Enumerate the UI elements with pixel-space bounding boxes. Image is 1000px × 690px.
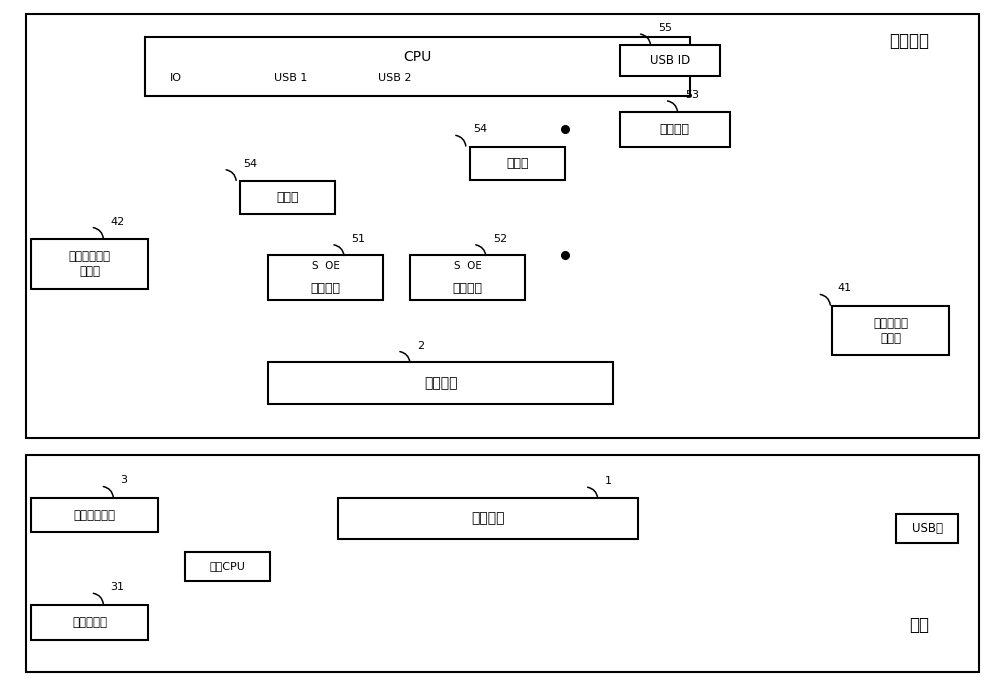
Text: 键盘CPU: 键盘CPU	[210, 561, 246, 571]
Text: 接口公座: 接口公座	[471, 511, 505, 526]
Text: 第二开关: 第二开关	[453, 282, 483, 295]
Bar	[26, 455, 979, 672]
Bar	[145, 37, 690, 96]
Text: 31: 31	[111, 582, 125, 592]
Text: 开合盖磁铁: 开合盖磁铁	[72, 616, 107, 629]
Text: S  OE: S OE	[454, 262, 481, 271]
Bar	[410, 255, 525, 300]
Bar	[338, 498, 638, 539]
Text: 接口母座: 接口母座	[424, 376, 457, 390]
Text: 2: 2	[417, 340, 424, 351]
Text: USB ID: USB ID	[650, 55, 690, 68]
Text: 反相器: 反相器	[506, 157, 529, 170]
Text: 54: 54	[473, 124, 487, 135]
Bar	[470, 147, 565, 179]
Text: 平板电脑: 平板电脑	[889, 32, 929, 50]
Text: 反插识别霍
尔开关: 反插识别霍 尔开关	[873, 317, 908, 344]
Bar	[31, 498, 158, 532]
Bar	[26, 14, 979, 438]
Bar	[31, 605, 148, 640]
Text: CPU: CPU	[403, 50, 432, 63]
Bar	[185, 551, 270, 580]
Bar	[620, 46, 720, 77]
Bar	[31, 239, 148, 288]
Text: USB口: USB口	[912, 522, 943, 535]
Text: USB 1: USB 1	[274, 73, 307, 83]
Text: 52: 52	[493, 234, 507, 244]
Text: 53: 53	[685, 90, 699, 100]
Text: 第一开关: 第一开关	[311, 282, 341, 295]
Text: 反相器: 反相器	[277, 191, 299, 204]
Bar	[268, 255, 383, 300]
Bar	[832, 306, 949, 355]
Text: 第三开关: 第三开关	[660, 123, 690, 136]
Text: 键盘: 键盘	[909, 616, 929, 634]
Text: 55: 55	[658, 23, 672, 33]
Text: 1: 1	[605, 476, 612, 486]
Text: IO: IO	[169, 73, 181, 83]
Text: 51: 51	[351, 234, 365, 244]
Text: 3: 3	[121, 475, 128, 486]
Text: USB 2: USB 2	[378, 73, 412, 83]
Text: S  OE: S OE	[312, 262, 340, 271]
Text: 开合盖检测霍
尔开关: 开合盖检测霍 尔开关	[69, 250, 111, 278]
Bar	[268, 362, 613, 404]
Text: 反插识别磁铁: 反插识别磁铁	[74, 509, 116, 522]
Text: 42: 42	[111, 217, 125, 226]
Text: 41: 41	[838, 284, 852, 293]
Text: 54: 54	[243, 159, 257, 169]
Bar	[620, 112, 730, 147]
Bar	[240, 181, 335, 214]
Bar	[896, 515, 958, 543]
